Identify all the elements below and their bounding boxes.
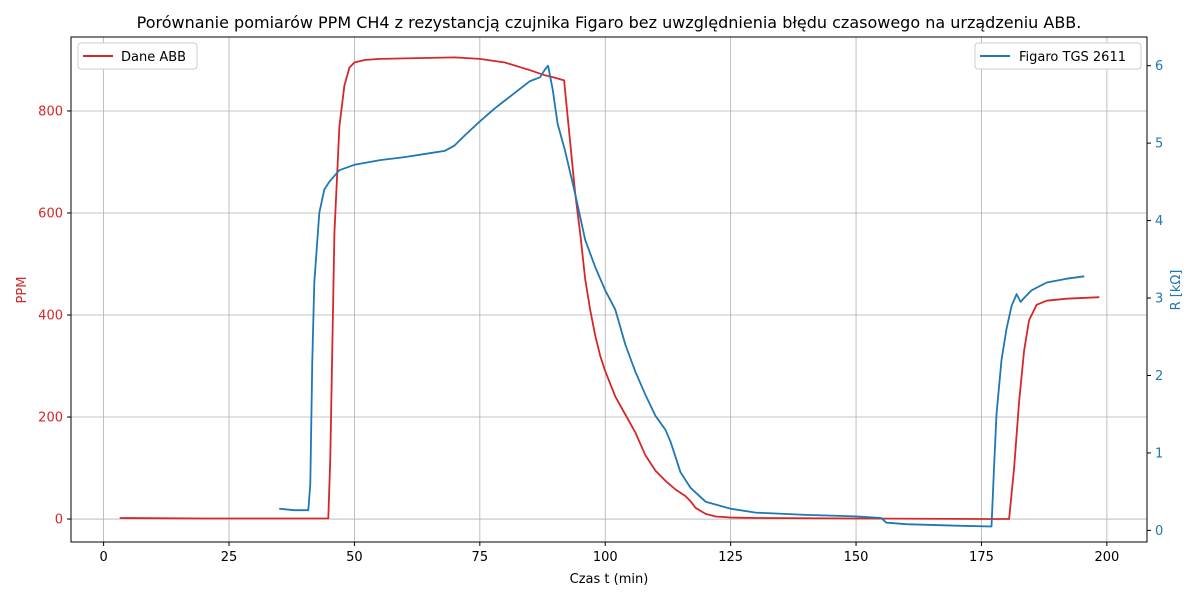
y-left-tick-label: 200 xyxy=(38,411,63,426)
x-tick-label: 75 xyxy=(472,550,489,565)
x-tick-label: 150 xyxy=(844,550,869,565)
y-right-tick-label: 3 xyxy=(1155,292,1163,307)
series-line-figaro xyxy=(279,64,1085,528)
series-layer xyxy=(119,56,1100,528)
x-tick-label: 175 xyxy=(969,550,994,565)
y-right-tick-label: 1 xyxy=(1155,446,1163,461)
legend-left-label: Dane ABB xyxy=(121,50,186,65)
x-tick-label: 125 xyxy=(718,550,743,565)
legend-left: Dane ABB xyxy=(77,42,198,70)
y-left-tick-label: 600 xyxy=(38,206,63,221)
x-tick-label: 50 xyxy=(346,550,363,565)
x-axis-label: Czas t (min) xyxy=(570,572,649,587)
legend-right: Figaro TGS 2611 xyxy=(974,42,1142,70)
x-tick-label: 25 xyxy=(221,550,238,565)
y-axis-label-left: PPM xyxy=(15,277,30,304)
legend-right-label: Figaro TGS 2611 xyxy=(1019,50,1126,65)
legend-right-box xyxy=(974,42,1142,70)
grid xyxy=(71,37,1147,542)
x-tick-label: 0 xyxy=(99,550,107,565)
x-tick-label: 200 xyxy=(1094,550,1119,565)
y-axis-label-right: R [kΩ] xyxy=(1169,270,1184,311)
y-left-tick-label: 800 xyxy=(38,104,63,119)
y-left-tick-label: 0 xyxy=(55,513,63,528)
y-right-tick-label: 2 xyxy=(1155,369,1163,384)
legend-left-box xyxy=(77,42,198,70)
y-left-tick-label: 400 xyxy=(38,309,63,324)
y-right-tick-label: 4 xyxy=(1155,214,1163,229)
y-right-tick-label: 5 xyxy=(1155,137,1163,152)
y-right-tick-label: 0 xyxy=(1155,524,1163,539)
plot-frame xyxy=(70,36,1148,543)
ticks-layer: 0 25 50 75 100 125 150 175 200 0 200 400 600 800 0 1 2 3 4… xyxy=(38,59,1163,565)
y-right-tick-label: 6 xyxy=(1155,59,1163,74)
series-line-dane-abb xyxy=(119,56,1100,520)
chart-title: Porównanie pomiarów PPM CH4 z rezystancj… xyxy=(137,13,1082,32)
x-tick-label: 100 xyxy=(593,550,618,565)
